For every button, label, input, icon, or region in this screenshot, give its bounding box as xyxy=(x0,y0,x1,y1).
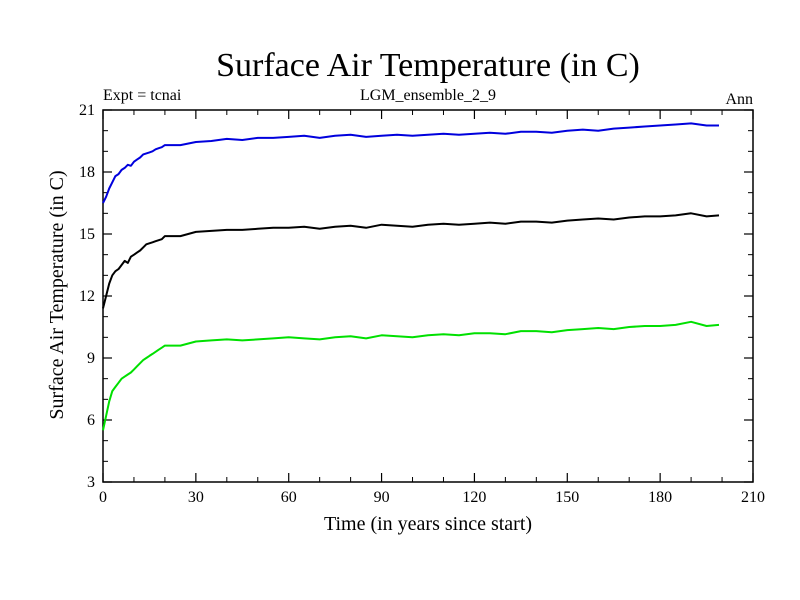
series-line-upper xyxy=(102,122,719,204)
y-tick-label: 21 xyxy=(79,102,95,119)
x-tick-label: 180 xyxy=(648,489,672,506)
y-tick-label: 3 xyxy=(87,474,95,491)
y-tick-label: 12 xyxy=(79,288,95,305)
ensemble-label: LGM_ensemble_2_9 xyxy=(360,87,496,104)
series-line-lower xyxy=(102,320,720,431)
y-tick-label: 6 xyxy=(87,412,95,429)
plot-area: 0 30 60 90 120 150 180 210 3 6 9 12 15 18 21 xyxy=(79,102,765,506)
y-axis-title: Surface Air Temperature (in C) xyxy=(46,170,68,419)
series-line-middle xyxy=(102,212,720,309)
x-tick-label: 210 xyxy=(741,489,765,506)
plot-frame xyxy=(102,109,754,483)
x-tick-label: 30 xyxy=(188,489,204,506)
x-tick-label: 150 xyxy=(555,489,579,506)
y-tick-label: 18 xyxy=(79,164,95,181)
y-tick-label: 9 xyxy=(87,350,95,367)
x-tick-label: 0 xyxy=(99,489,107,506)
season-label: Ann xyxy=(725,91,753,108)
experiment-label: Expt = tcnai xyxy=(103,87,182,104)
x-tick-label: 120 xyxy=(462,489,486,506)
x-tick-label: 90 xyxy=(374,489,390,506)
chart-title: Surface Air Temperature (in C) xyxy=(216,47,640,84)
x-axis-title: Time (in years since start) xyxy=(324,513,532,535)
x-tick-label: 60 xyxy=(281,489,297,506)
y-tick-label: 15 xyxy=(79,226,95,243)
